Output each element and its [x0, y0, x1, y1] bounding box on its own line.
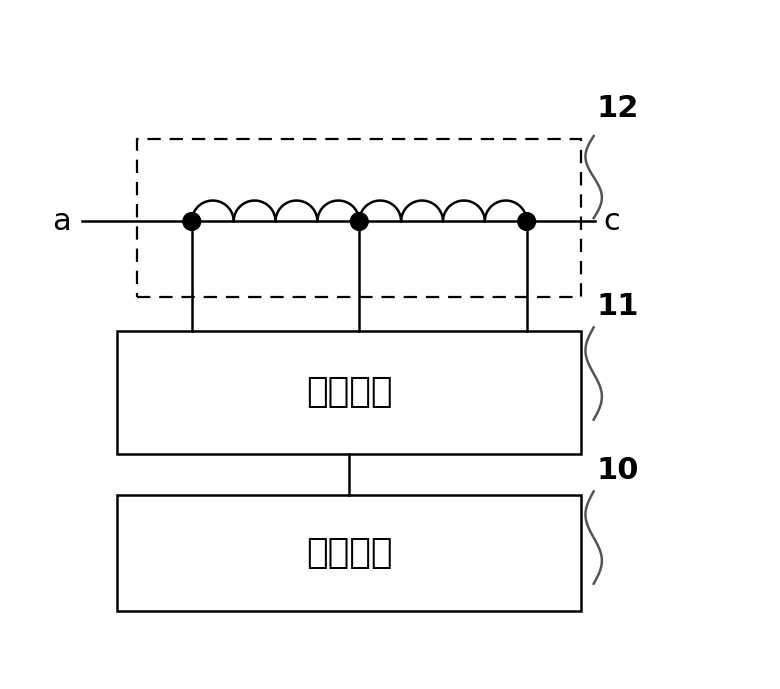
Circle shape	[350, 213, 368, 230]
Circle shape	[518, 213, 536, 230]
Bar	[137, 139, 581, 297]
Text: 控制模块: 控制模块	[306, 536, 392, 570]
Text: 选路模块: 选路模块	[306, 376, 392, 409]
Text: 12: 12	[597, 94, 639, 123]
Circle shape	[183, 213, 200, 230]
Text: c: c	[603, 207, 620, 236]
Text: a: a	[52, 207, 71, 236]
Bar	[117, 331, 581, 454]
Text: 10: 10	[597, 456, 639, 486]
Text: 11: 11	[597, 292, 639, 321]
Bar	[117, 495, 581, 611]
